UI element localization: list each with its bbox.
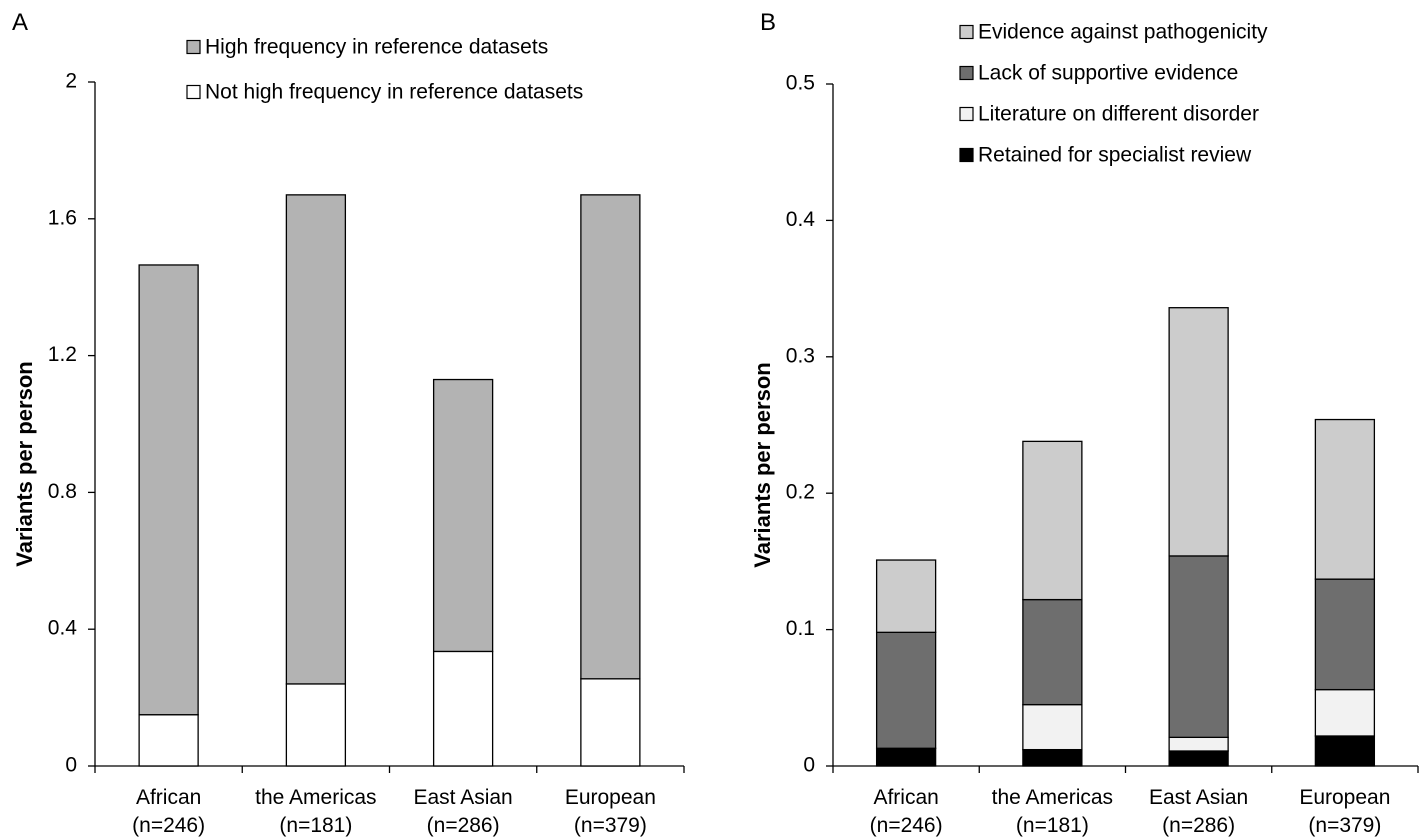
y-tick-label: 0.3 xyxy=(786,344,815,367)
x-category-label: European xyxy=(565,786,656,809)
y-axis-label: Variants per person xyxy=(12,361,37,566)
panel-label: B xyxy=(760,9,776,36)
bar-segment xyxy=(285,683,347,767)
y-tick-label: 0 xyxy=(65,754,77,777)
bar-segment xyxy=(138,264,199,716)
bar-segment xyxy=(432,650,494,767)
y-tick-label: 0.4 xyxy=(786,208,816,231)
x-category-label: African xyxy=(136,786,201,809)
bar-segment xyxy=(1022,703,1083,751)
bar-segment xyxy=(1314,735,1376,767)
bar-segment xyxy=(1314,578,1376,691)
x-category-label: East Asian xyxy=(1149,786,1248,809)
x-category-label: the Americas xyxy=(992,786,1113,809)
bar-segment xyxy=(1022,598,1083,706)
legend-swatch xyxy=(959,24,974,40)
legend: High frequency in reference datasets Not … xyxy=(186,36,583,104)
chart-panel-b: B Variants per person 0 0.1 0.2 0.3 0.4 0.5 Afri… xyxy=(750,9,1419,837)
x-category-label: African xyxy=(873,786,938,809)
bar-segment xyxy=(1168,736,1229,752)
legend-swatch xyxy=(959,65,974,81)
x-category-label: East Asian xyxy=(414,786,513,809)
bar-segment xyxy=(432,378,494,653)
y-axis-label: Variants per person xyxy=(750,362,775,567)
legend-label: Not high frequency in reference datasets xyxy=(205,81,583,104)
x-category-count: (n=286) xyxy=(1162,814,1235,837)
bar-segment xyxy=(1022,440,1083,601)
bar-segment xyxy=(1168,307,1229,557)
legend-swatch xyxy=(186,39,201,55)
bar-segment xyxy=(580,678,641,767)
y-tick-label: 1.6 xyxy=(48,206,77,229)
bar-segment xyxy=(285,194,347,685)
y-tick-label: 0.8 xyxy=(48,480,77,503)
bar-segment xyxy=(875,747,937,767)
panel-label: A xyxy=(12,9,28,36)
bar-segment xyxy=(1168,555,1229,739)
bar-segment xyxy=(1314,688,1376,737)
legend-label: High frequency in reference datasets xyxy=(205,36,548,59)
legend-swatch xyxy=(959,147,974,163)
x-category-label: the Americas xyxy=(255,786,376,809)
x-category-count: (n=181) xyxy=(279,814,352,837)
x-category-count: (n=379) xyxy=(574,814,647,837)
bar-segment xyxy=(138,714,199,767)
legend-swatch xyxy=(959,106,974,122)
y-tick-label: 0.2 xyxy=(786,481,815,504)
x-category-count: (n=379) xyxy=(1308,814,1381,837)
bar-segment xyxy=(1022,748,1083,767)
x-category-count: (n=246) xyxy=(132,814,205,837)
legend-label: Lack of supportive evidence xyxy=(978,62,1238,85)
legend-label: Literature on different disorder xyxy=(978,103,1259,126)
x-category-label: European xyxy=(1299,786,1390,809)
bar-segment xyxy=(580,194,641,680)
y-tick-label: 0 xyxy=(803,754,815,777)
bar-segment xyxy=(1168,750,1229,767)
chart-panel-a: A Variants per person 0 0.4 0.8 1.2 1.6 2 Africa… xyxy=(12,9,685,837)
y-tick-label: 0.4 xyxy=(48,617,78,640)
y-tick-label: 1.2 xyxy=(48,343,77,366)
x-category-count: (n=286) xyxy=(427,814,500,837)
y-tick-label: 0.1 xyxy=(786,617,815,640)
y-tick-label: 2 xyxy=(65,70,77,93)
bar-segment xyxy=(1314,418,1376,580)
legend-label: Evidence against pathogenicity xyxy=(978,21,1268,44)
legend-swatch xyxy=(186,84,201,100)
bar-segment xyxy=(875,559,937,633)
x-category-count: (n=246) xyxy=(870,814,943,837)
legend: Evidence against pathogenicity Lack of su… xyxy=(959,21,1268,167)
legend-label: Retained for specialist review xyxy=(978,144,1252,167)
bar-segment xyxy=(875,631,937,749)
x-category-count: (n=181) xyxy=(1016,814,1089,837)
y-tick-label: 0.5 xyxy=(786,72,815,95)
